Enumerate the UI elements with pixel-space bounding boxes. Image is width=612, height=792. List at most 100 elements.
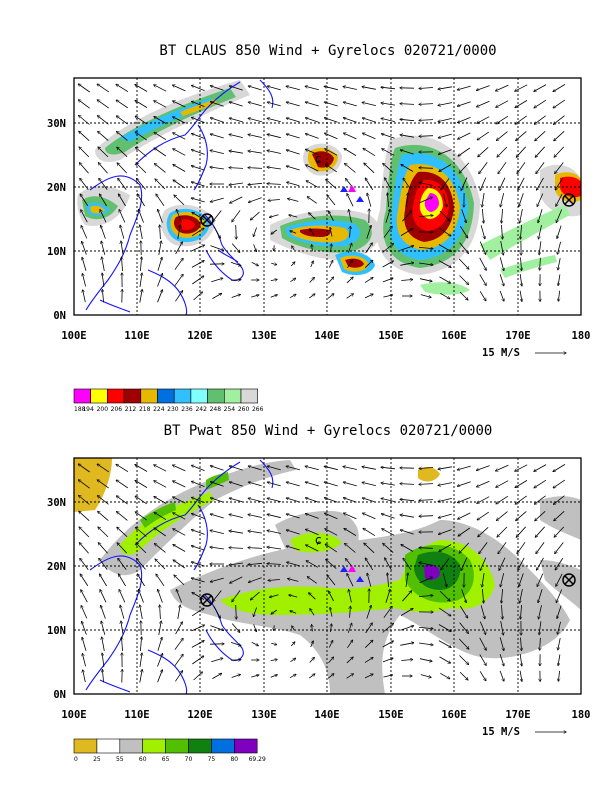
- wind-vector: [402, 591, 411, 602]
- wind-vector: [365, 623, 373, 634]
- wind-vector: [253, 244, 257, 251]
- wind-vector: [382, 658, 393, 663]
- wind-vector: [174, 195, 185, 206]
- wind-vector: [418, 627, 433, 628]
- wind-vector: [438, 624, 451, 632]
- wind-vector: [343, 87, 357, 90]
- claus-frame: [73, 77, 582, 316]
- wind-vector: [122, 637, 123, 652]
- wind-vector: [365, 243, 373, 254]
- wind-vector: [173, 465, 186, 472]
- colorbar-label: 65: [162, 756, 170, 763]
- wind-vector: [177, 605, 180, 619]
- wind-vector: [365, 178, 374, 191]
- wind-vector: [267, 482, 281, 487]
- wind-vector: [536, 162, 545, 173]
- wind-vector: [500, 193, 505, 207]
- wind-vector: [458, 497, 471, 502]
- vector-scale: 15 M/S: [482, 347, 566, 359]
- wind-vector: [101, 621, 106, 635]
- wind-vector: [362, 118, 376, 123]
- wind-vector: [458, 638, 469, 649]
- vector-scale: 15 M/S: [482, 726, 566, 738]
- wind-vector: [343, 467, 357, 470]
- wind-vector: [459, 242, 469, 254]
- wind-vector: [496, 115, 509, 124]
- wind-vector: [267, 564, 281, 565]
- wind-vector: [230, 642, 241, 645]
- wind-vector: [400, 246, 413, 251]
- wind-vector: [83, 290, 86, 303]
- wind-vector: [98, 131, 109, 141]
- wind-vector: [271, 609, 278, 614]
- wind-vector: [101, 241, 106, 255]
- wind-vector: [364, 260, 373, 268]
- wind-vector: [79, 543, 89, 554]
- wind-vector: [231, 660, 241, 661]
- wind-vector: [477, 480, 490, 487]
- wind-vector: [344, 133, 357, 140]
- wind-vector: [329, 211, 334, 222]
- wind-vector: [344, 528, 357, 536]
- wind-vector: [350, 606, 351, 618]
- colorbar-swatch: [123, 388, 142, 404]
- wind-vector: [363, 148, 376, 157]
- wind-vector: [231, 675, 241, 678]
- wind-vector: [212, 673, 221, 679]
- wind-vector: [555, 542, 564, 554]
- wind-vector: [554, 131, 565, 140]
- wind-vector: [539, 621, 542, 634]
- wind-vector: [118, 574, 126, 587]
- wind-vector: [248, 86, 262, 91]
- wind-vector: [343, 482, 357, 487]
- wind-vector: [499, 257, 504, 270]
- wind-vector: [419, 658, 432, 662]
- wind-vector: [438, 244, 451, 252]
- pwat-colorbar: 0 25 55 60 65 70 75 80 69.29: [73, 738, 266, 763]
- wind-vector: [499, 670, 504, 681]
- wind-vector: [210, 482, 224, 487]
- wind-vector: [192, 212, 205, 220]
- wind-vector: [327, 674, 334, 679]
- wind-vector: [270, 675, 278, 678]
- wind-vector: [420, 674, 431, 678]
- wind-vector: [457, 465, 471, 470]
- wind-vector: [308, 674, 315, 679]
- wind-vector: [267, 531, 281, 534]
- wind-vector: [405, 193, 408, 207]
- colorbar-label: 55: [116, 756, 124, 763]
- colorbar-label: 248: [210, 406, 222, 413]
- wind-vector: [502, 224, 503, 239]
- wind-vector: [173, 545, 186, 552]
- wind-vector: [193, 672, 203, 681]
- wind-vector: [461, 589, 467, 602]
- wind-vector: [419, 104, 434, 105]
- wind-vector: [387, 193, 388, 208]
- wind-vector: [136, 543, 147, 554]
- wind-vector: [381, 483, 395, 486]
- wind-vector: [310, 609, 315, 616]
- wind-vector: [331, 624, 332, 633]
- wind-vector: [305, 118, 319, 123]
- wind-vector: [517, 542, 526, 553]
- wind-vector: [305, 514, 319, 519]
- wind-vector: [80, 574, 89, 587]
- wind-vector: [312, 625, 313, 632]
- wind-vector: [176, 590, 182, 603]
- wind-vector: [381, 514, 395, 519]
- wind-vector: [154, 85, 167, 92]
- wind-vector: [325, 149, 338, 156]
- colorbar-label: 260: [238, 406, 250, 413]
- wind-vector: [174, 274, 183, 286]
- wind-vector: [458, 527, 471, 536]
- wind-vector: [553, 479, 566, 488]
- wind-vector: [154, 481, 167, 488]
- wind-vector: [558, 654, 561, 666]
- wind-vector: [210, 167, 224, 170]
- wind-vector: [192, 465, 205, 471]
- wind-vector: [362, 498, 376, 503]
- wind-vector: [191, 578, 205, 583]
- wind-vector: [286, 134, 300, 139]
- wind-vector: [231, 280, 241, 281]
- wind-vector: [557, 225, 562, 239]
